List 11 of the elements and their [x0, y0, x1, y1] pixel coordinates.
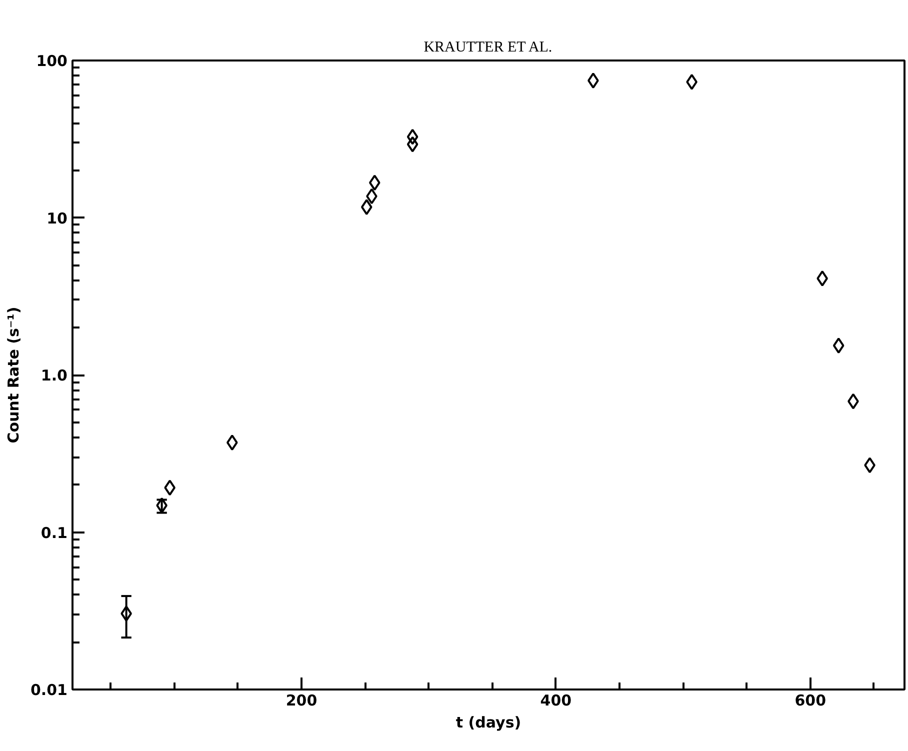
- x-tick-label: 400: [540, 692, 572, 710]
- x-tick-label: 200: [286, 692, 318, 710]
- y-tick-label: 10: [46, 209, 68, 228]
- chart-title: KRAUTTER ET AL.: [424, 40, 552, 56]
- x-axis-title: t (days): [456, 714, 522, 732]
- y-tick-label: 0.1: [40, 524, 68, 542]
- y-tick-label: 100: [36, 52, 68, 70]
- y-tick-label: 1.0: [40, 366, 68, 384]
- y-axis-title: Count Rate (s⁻¹): [4, 306, 22, 444]
- x-tick-label: 600: [794, 692, 826, 710]
- y-tick-label: 0.01: [30, 681, 68, 699]
